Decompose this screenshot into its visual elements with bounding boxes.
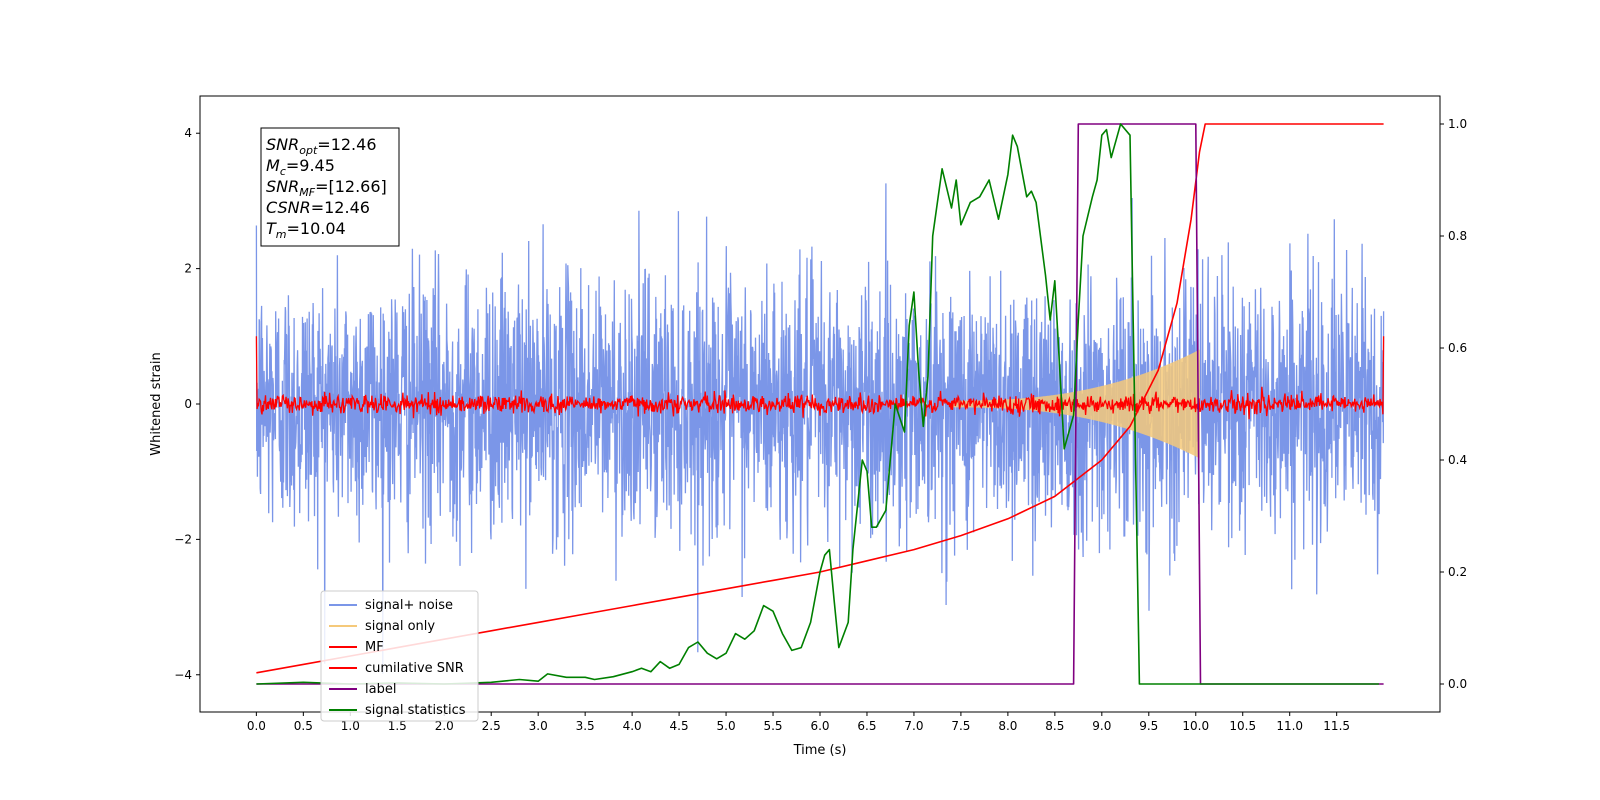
x-tick-label: 7.0 — [904, 719, 923, 733]
legend-entry: signal only — [365, 619, 435, 634]
x-tick-label: 10.0 — [1182, 719, 1209, 733]
annotation-line: Mc=9.45 — [266, 156, 335, 178]
legend-entry: label — [365, 682, 396, 697]
y-right-axis-ticks: 1.0 0.8 0.6 0.4 0.2 0.0 — [1440, 117, 1467, 691]
x-tick-label: 6.5 — [857, 719, 876, 733]
x-tick-label: 7.5 — [951, 719, 970, 733]
annotation-line: SNRopt=12.46 — [266, 135, 377, 157]
legend-items: signal+ noise signal only MF cumilative SNR… — [329, 598, 466, 718]
legend-frame — [320, 590, 479, 722]
x-tick-label: 3.5 — [576, 719, 595, 733]
legend-entry: signal+ noise — [365, 598, 453, 613]
annotation-lines: SNRopt=12.46Mc=9.45SNRMF=[12.66]CSNR=12.… — [266, 135, 387, 241]
legend-entry: cumilative SNR — [365, 661, 464, 676]
x-tick-label: 0.5 — [294, 719, 313, 733]
y-right-tick-label: 0.4 — [1448, 453, 1467, 467]
y-right-tick-label: 0.6 — [1448, 341, 1467, 355]
y-right-tick-label: 0.2 — [1448, 565, 1467, 579]
y-right-tick-label: 0.8 — [1448, 229, 1467, 243]
series-signal-statistics — [256, 123, 1379, 685]
signal-statistics-line — [256, 123, 1379, 685]
y-left-tick-label: 2 — [184, 262, 192, 276]
x-tick-label: 5.0 — [717, 719, 736, 733]
y-left-tick-label: −2 — [174, 532, 192, 546]
mf-line — [255, 336, 1385, 420]
x-axis-label: Time (s) — [793, 743, 847, 758]
y-right-tick-label: 0.0 — [1448, 677, 1467, 691]
annotation-box: SNRopt=12.46Mc=9.45SNRMF=[12.66]CSNR=12.… — [260, 127, 400, 247]
x-tick-label: 0.0 — [247, 719, 266, 733]
x-tick-label: 11.0 — [1276, 719, 1303, 733]
legend-entry: signal statistics — [365, 703, 466, 718]
y-axis-label: Whitened strain — [149, 352, 164, 455]
x-tick-label: 5.5 — [763, 719, 782, 733]
x-tick-label: 8.5 — [1045, 719, 1064, 733]
legend-entry: MF — [365, 640, 384, 655]
x-axis-ticks: 0.0 0.5 1.0 1.5 2.0 2.5 3.0 3.5 4.0 4.5 5.0 5.5 6.0 6… — [247, 712, 1350, 733]
annotation-line: Tm=10.04 — [266, 219, 346, 241]
annotation-line: CSNR=12.46 — [266, 198, 370, 217]
x-tick-label: 4.5 — [670, 719, 689, 733]
y-left-tick-label: 0 — [184, 397, 192, 411]
x-tick-label: 9.5 — [1139, 719, 1158, 733]
x-tick-label: 2.5 — [482, 719, 501, 733]
x-tick-label: 10.5 — [1229, 719, 1256, 733]
y-right-tick-label: 1.0 — [1448, 117, 1467, 131]
x-tick-label: 11.5 — [1323, 719, 1350, 733]
annotation-line: SNRMF=[12.66] — [266, 177, 387, 199]
x-tick-label: 3.0 — [529, 719, 548, 733]
y-left-axis-ticks: 4 2 0 −2 −4 — [174, 126, 200, 682]
x-tick-label: 4.0 — [623, 719, 642, 733]
x-tick-label: 2.0 — [435, 719, 454, 733]
x-tick-label: 6.0 — [810, 719, 829, 733]
annotation-box-frame — [260, 127, 400, 247]
y-left-tick-label: −4 — [174, 668, 192, 682]
x-tick-label: 1.0 — [341, 719, 360, 733]
legend: signal+ noise signal only MF cumilative SNR… — [320, 590, 479, 722]
x-tick-label: 8.0 — [998, 719, 1017, 733]
x-tick-label: 1.5 — [388, 719, 407, 733]
y-left-tick-label: 4 — [184, 126, 192, 140]
series-mf — [255, 336, 1385, 420]
x-tick-label: 9.0 — [1092, 719, 1111, 733]
